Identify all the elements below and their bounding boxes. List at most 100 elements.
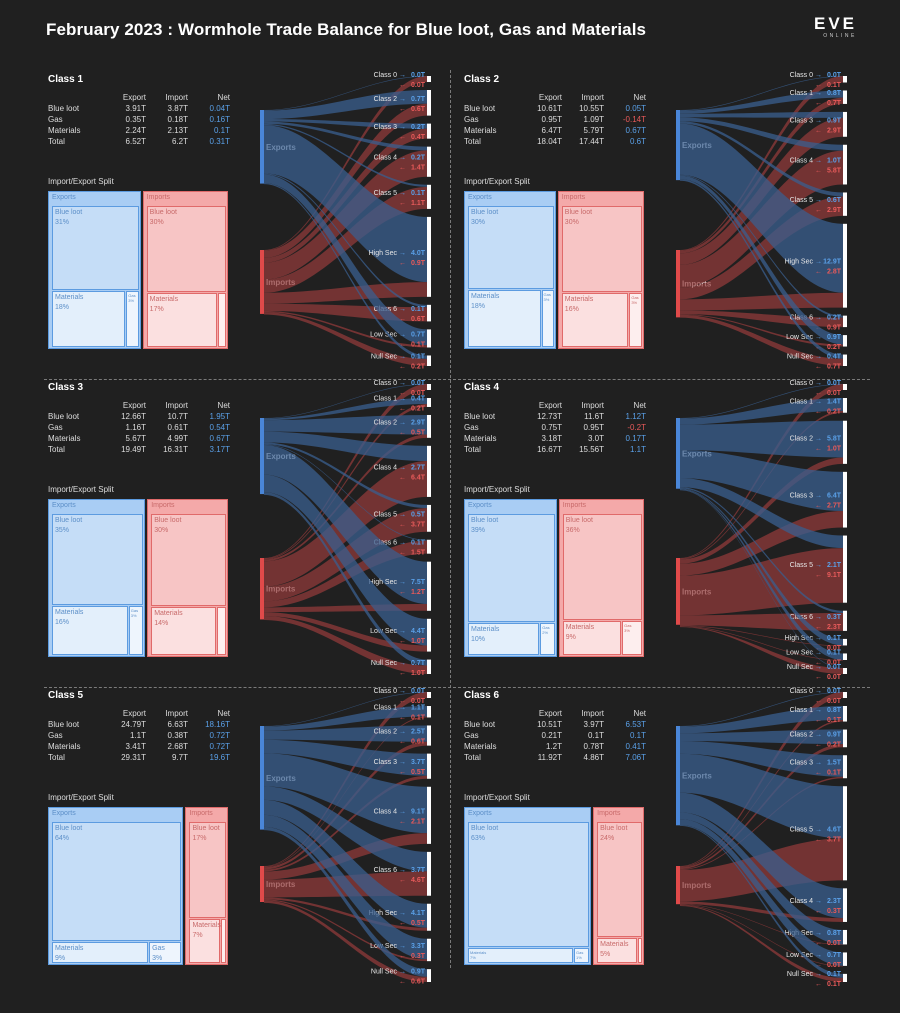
export-flow: [264, 799, 427, 928]
stats-net: 0.67T: [625, 126, 646, 135]
export-arrow-icon: →: [399, 910, 406, 917]
treemap-cell-pct: 36%: [565, 527, 580, 534]
region-export-value: 0.1T: [411, 540, 426, 547]
region-export-value: 1.0T: [827, 158, 842, 165]
treemap-cell: Blue loot 36%: [562, 514, 642, 620]
import-arrow-icon: ←: [815, 207, 822, 214]
import-arrow-icon: ←: [815, 660, 822, 667]
import-arrow-icon: ←: [815, 981, 822, 988]
region-label: High Sec → 7.5T ← 1.2T: [369, 579, 426, 596]
export-flow: [264, 442, 427, 509]
stats-import: 0.18T: [167, 115, 188, 124]
treemap-cell-name: Materials: [55, 944, 84, 952]
treemap-cell: Blue loot 30%: [561, 206, 642, 293]
region-label: Class 5 → 2.1T ← 9.1T: [790, 562, 842, 579]
region-import-value: 0.2T: [827, 408, 842, 415]
region-label: Class 1 → 1.4T ← 0.2T: [790, 398, 842, 415]
region-import-value: 6.4T: [411, 474, 426, 481]
import-flow: [680, 625, 843, 661]
region-name: Class 2: [374, 729, 397, 736]
export-flow: [264, 123, 427, 187]
stats-row: Gas 1.16T 0.61T 0.54T: [48, 422, 230, 433]
import-arrow-icon: ←: [815, 962, 822, 969]
region-export-value: 4.1T: [411, 910, 426, 917]
region-label: Low Sec → 0.1T ← 0.0T: [786, 650, 842, 667]
stats-row: Total 6.52T 6.2T 0.31T: [48, 136, 230, 147]
stats-label: Blue loot: [48, 412, 80, 421]
treemap-cell: Blue loot 64%: [52, 822, 182, 941]
stats-table: Export Import Net Blue loot 12.66T 10.7T 1.95T…: [48, 400, 230, 455]
region-label: Null Sec → 0.4T ← 0.7T: [787, 353, 842, 370]
stats-export: 6.47T: [541, 126, 562, 135]
region-label: High Sec → 4.1T ← 0.5T: [369, 910, 426, 927]
stats-label: Materials: [48, 434, 81, 443]
region-node: [427, 123, 431, 139]
treemap-header: Imports: [151, 502, 175, 509]
import-arrow-icon: ←: [399, 82, 406, 89]
region-label: Class 4 → 1.0T ← 5.8T: [790, 158, 842, 175]
export-arrow-icon: →: [815, 259, 822, 266]
header-blank: [464, 92, 520, 103]
region-name: Class 5: [374, 190, 397, 197]
treemap-cell-pct: 30%: [471, 219, 486, 226]
export-arrow-icon: →: [399, 250, 406, 257]
region-name: Class 1: [790, 707, 813, 714]
treemap-header: Imports: [146, 194, 171, 201]
region-label: Class 2 → 2.5T ← 0.6T: [374, 729, 426, 746]
stats-header-row: Export Import Net: [48, 92, 230, 103]
region-label: Null Sec → 0.0T ← 0.0T: [787, 664, 842, 681]
export-flow: [680, 488, 843, 646]
treemap-header: Exports: [52, 194, 76, 201]
stats-row: Materials 2.24T 2.13T 0.1T: [48, 125, 230, 136]
stats-net: -0.14T: [622, 115, 646, 124]
region-name: Null Sec: [371, 354, 398, 361]
stats-row: Gas 1.1T 0.38T 0.72T: [48, 730, 230, 741]
imports-node: [260, 250, 264, 314]
region-export-value: 2.1T: [827, 562, 842, 569]
export-arrow-icon: →: [399, 380, 406, 387]
region-node: [427, 725, 431, 746]
import-arrow-icon: ←: [815, 940, 822, 947]
export-arrow-icon: →: [815, 760, 822, 767]
import-arrow-icon: ←: [399, 521, 406, 528]
export-flow: [680, 398, 843, 425]
export-arrow-icon: →: [815, 158, 822, 165]
export-arrow-icon: →: [815, 353, 822, 360]
region-node: [427, 384, 431, 390]
stats-row: Materials 5.67T 4.99T 0.67T: [48, 433, 230, 444]
treemap-cell-name: Materials: [600, 940, 629, 948]
header-import: Import: [165, 93, 188, 102]
export-arrow-icon: →: [399, 395, 406, 402]
import-arrow-icon: ←: [399, 877, 406, 884]
region-node: [843, 420, 847, 464]
treemap-imports: Imports Blue loot 36% Materials 9% Gas 3%: [558, 499, 644, 657]
region-import-value: 0.7T: [827, 363, 842, 370]
region-name: Class 5: [374, 511, 397, 518]
exports-node: [676, 726, 680, 826]
stats-export: 1.2T: [545, 742, 562, 751]
region-export-value: 4.0T: [411, 250, 426, 257]
export-arrow-icon: →: [399, 96, 406, 103]
export-arrow-icon: →: [399, 464, 406, 471]
region-import-value: 2.8T: [827, 269, 842, 276]
export-arrow-icon: →: [399, 943, 406, 950]
region-name: Class 4: [374, 464, 397, 471]
stats-import: 2.68T: [167, 742, 188, 751]
stats-label: Total: [464, 137, 481, 146]
export-flow: [264, 90, 427, 120]
stats-table: Export Import Net Blue loot 24.79T 6.63T 18.16…: [48, 708, 230, 763]
treemap-cell-name: Blue loot: [55, 825, 83, 832]
region-label: Class 4 → 2.7T ← 6.4T: [374, 464, 426, 481]
region-label: High Sec → 12.9T← 2.8T: [785, 259, 842, 276]
stats-row: Total 11.92T 4.86T 7.06T: [464, 752, 646, 763]
region-name: Class 0: [374, 72, 397, 79]
region-node: [843, 144, 847, 185]
export-flow: [264, 182, 427, 359]
stats-net: 0.04T: [209, 104, 230, 113]
treemap-cell: Materials 9%: [52, 941, 149, 963]
treemap-exports: Exports Blue loot 63% Materials 7% Gas 1%: [464, 807, 592, 965]
region-node: [427, 706, 431, 718]
page-title: February 2023 : Wormhole Trade Balance f…: [46, 20, 647, 39]
import-arrow-icon: ←: [399, 638, 406, 645]
region-name: Class 1: [790, 90, 813, 97]
